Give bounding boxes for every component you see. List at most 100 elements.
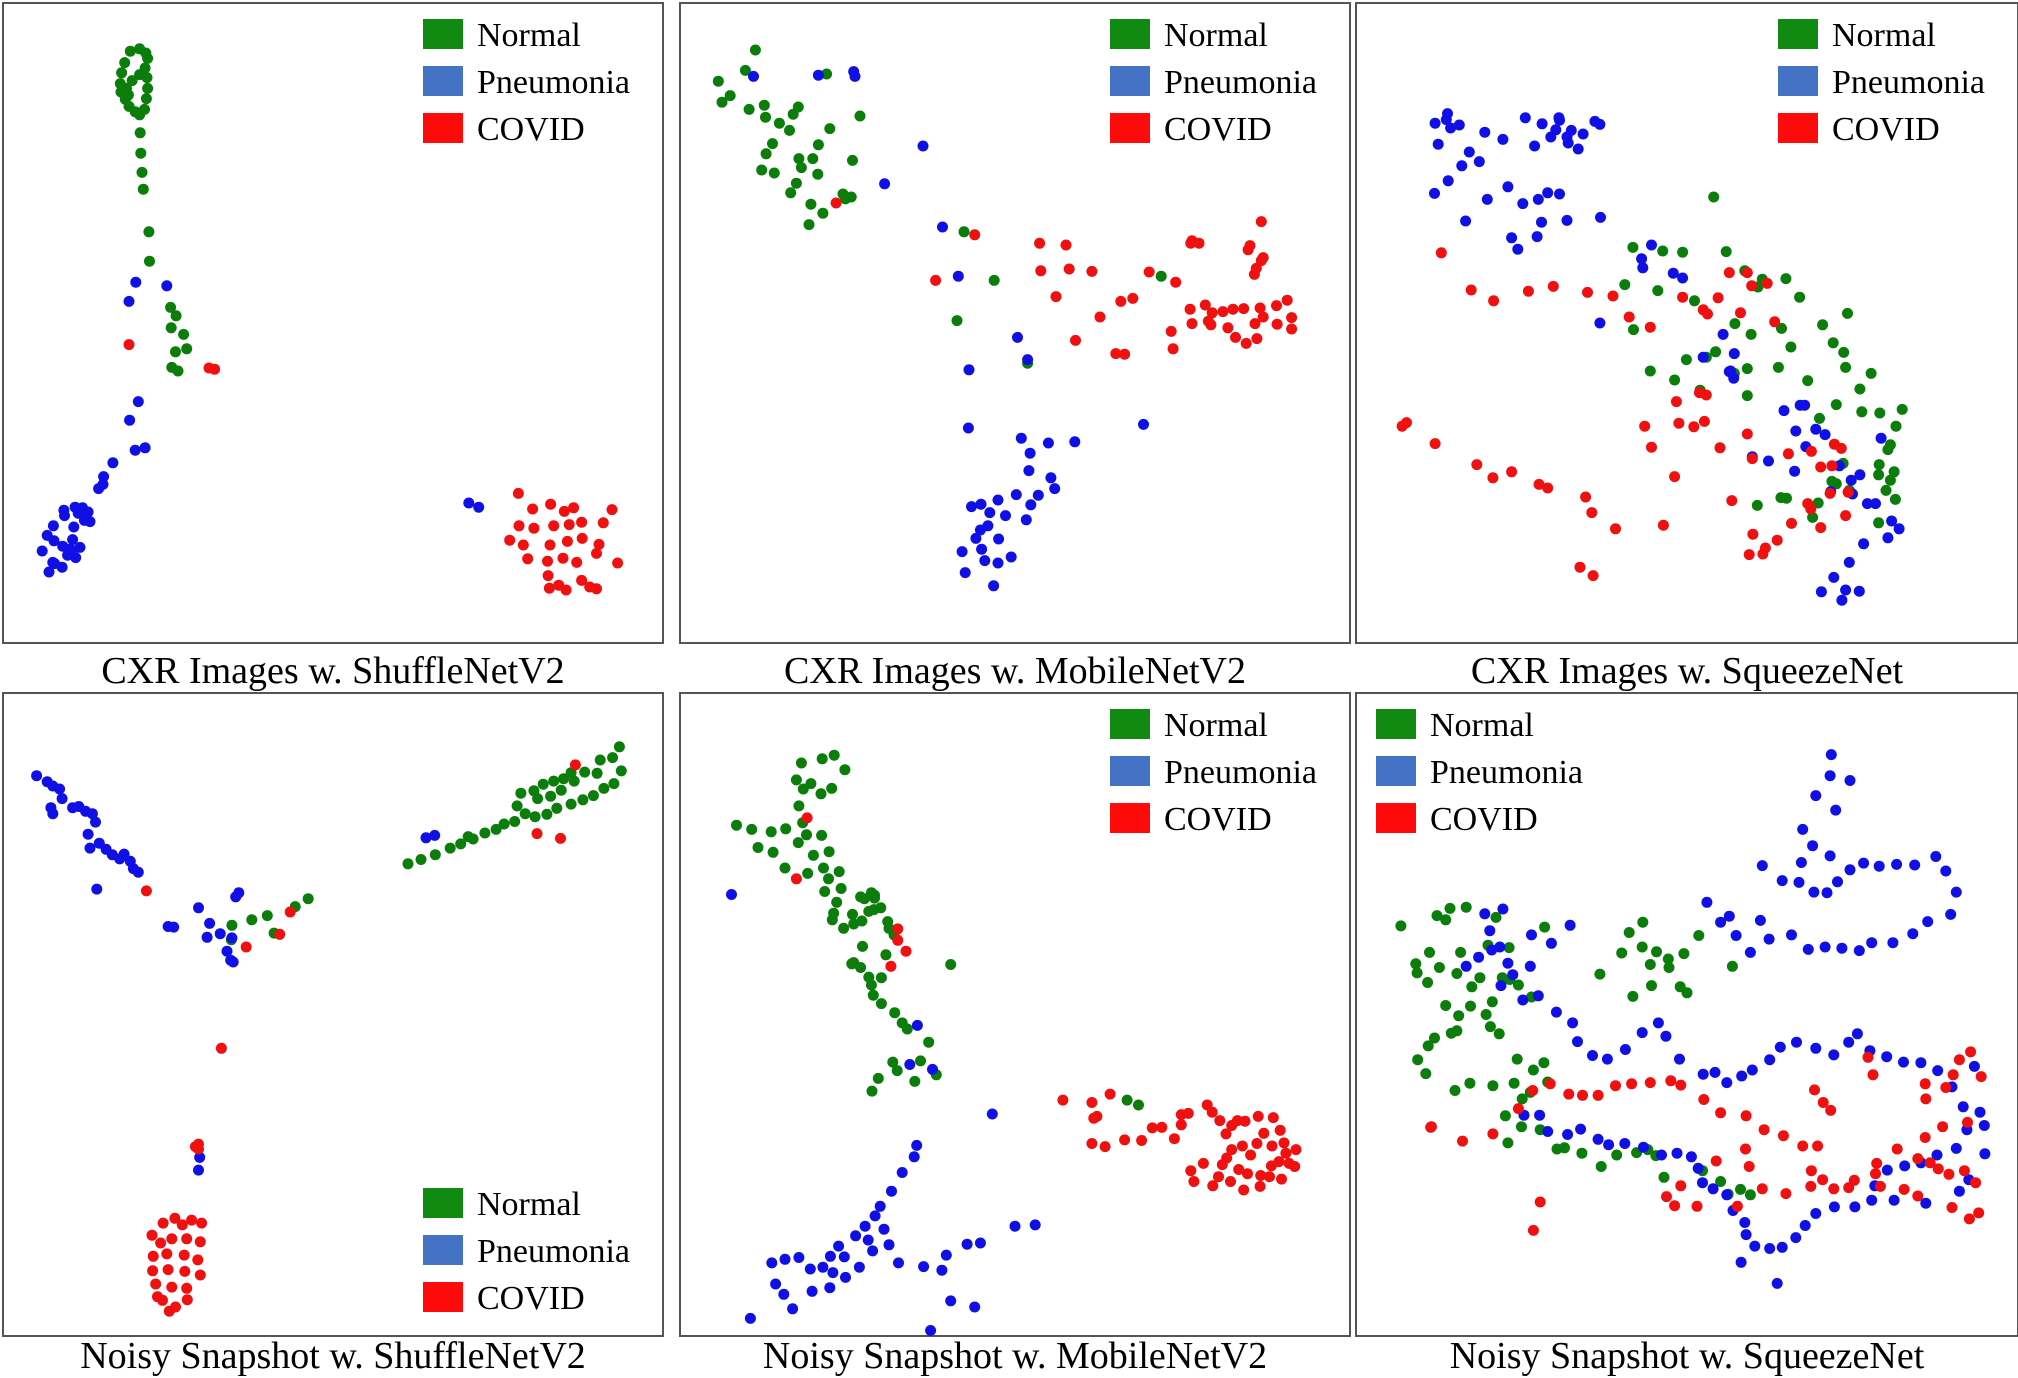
point-covid-53 [1457,1135,1468,1147]
point-normal-23 [1644,365,1656,377]
point-normal-24 [137,183,149,195]
point-normal-12 [821,68,833,80]
point-pneumonia-57 [1587,1050,1598,1061]
point-pneumonia-77 [1677,272,1689,284]
point-covid-35 [1747,528,1759,540]
point-pneumonia-23 [992,494,1004,506]
point-pneumonia-108 [1656,1149,1667,1161]
series-covid [1425,1046,1987,1236]
point-pneumonia-37 [959,567,971,579]
point-normal-21 [1710,346,1722,358]
point-normal-13 [1474,972,1486,984]
point-covid-40 [1257,252,1269,264]
point-covid-34 [1251,1138,1263,1149]
point-covid-26 [1970,1177,1982,1189]
point-pneumonia-21 [132,866,144,878]
point-pneumonia-49 [1524,960,1536,972]
legend-label-normal: Normal [1164,707,1268,744]
point-pneumonia-27 [1000,510,1011,522]
point-normal-26 [1449,1085,1461,1096]
point-covid-35 [1186,318,1198,330]
legend-label-pneumonia: Pneumonia [1164,754,1317,791]
point-normal-42 [1616,947,1628,959]
point-covid-5 [1743,1161,1755,1172]
point-covid-40 [1233,1164,1245,1175]
point-normal-57 [1807,511,1819,523]
point-normal-35 [1854,383,1866,395]
point-pneumonia-19 [1909,859,1921,871]
point-covid-10 [1723,267,1735,279]
point-pneumonia-53 [1532,990,1544,1002]
legend: Normal Pneumonia COVID [1110,707,1317,838]
point-pneumonia-96 [1776,1241,1788,1253]
point-normal-25 [805,198,817,210]
point-pneumonia-49 [1778,405,1790,417]
point-pneumonia-12 [1015,432,1027,444]
point-normal-28 [831,896,843,908]
legend-label-covid: COVID [477,1280,585,1317]
point-covid-9 [1677,291,1689,303]
point-covid-10 [1127,292,1139,304]
point-pneumonia-63 [1674,1053,1685,1065]
point-covid-23 [1214,1115,1226,1127]
point-pneumonia-4 [986,1108,998,1120]
point-normal-20 [807,849,819,861]
point-pneumonia-107 [1671,1147,1683,1159]
series-pneumonia [1429,108,1905,606]
point-pneumonia-32 [979,555,991,567]
point-normal-72 [1715,1176,1727,1187]
point-pneumonia-32 [1786,929,1797,941]
point-covid-2 [209,363,221,375]
point-pneumonia-15 [1532,193,1544,205]
point-normal-29 [1508,1077,1520,1089]
legend-swatch-normal [1376,709,1416,739]
point-pneumonia-44 [1594,317,1606,329]
point-pneumonia-32 [49,558,61,570]
point-covid-29 [1267,1112,1279,1124]
point-pneumonia-110 [1619,1138,1631,1149]
point-pneumonia-92 [1828,1201,1840,1213]
point-covid-31 [181,1294,193,1306]
point-normal-7 [558,773,570,785]
point-covid-33 [1870,1168,1881,1180]
point-normal-53 [1627,990,1639,1002]
point-pneumonia-26 [233,887,245,899]
legend-label-covid: COVID [1430,801,1538,838]
point-normal-11 [1780,273,1792,285]
point-covid-34 [1726,495,1738,507]
legend: Normal Pneumonia COVID [1376,707,1583,838]
point-pneumonia-37 [221,945,233,957]
point-normal-24 [785,187,797,199]
point-pneumonia-37 [840,1271,851,1283]
point-covid-50 [1688,421,1700,433]
point-covid-46 [1592,1089,1604,1101]
point-normal-6 [758,99,770,111]
point-covid-69 [1919,1132,1931,1143]
point-pneumonia-19 [1049,483,1061,495]
point-covid-33 [1258,1127,1270,1139]
point-normal-45 [1636,941,1648,953]
series-pneumonia [31,770,441,1176]
point-pneumonia-70 [1828,571,1840,583]
point-pneumonia-56 [1572,1036,1583,1048]
point-pneumonia-18 [1891,858,1903,870]
point-covid-24 [571,556,583,568]
point-normal-69 [1133,1099,1144,1111]
point-covid-21 [192,1254,204,1266]
point-normal-65 [1595,1161,1607,1172]
legend-label-pneumonia: Pneumonia [477,1233,630,1270]
point-covid-0 [123,339,135,351]
point-normal-65 [887,1056,899,1068]
point-pneumonia-35 [827,1267,839,1279]
point-covid-24 [179,1265,191,1277]
point-normal-28 [1669,374,1681,386]
point-covid-21 [1199,299,1211,311]
scatter-panel-4: Normal Pneumonia COVID Noisy Snapshot w. Sh… [2,692,664,1377]
point-pneumonia-11 [962,422,974,434]
point-pneumonia-0 [748,70,759,82]
point-covid-41 [1786,517,1797,529]
point-normal-35 [1480,1009,1492,1020]
point-pneumonia-69 [1843,556,1855,568]
point-covid-41 [1675,1079,1687,1091]
point-normal-25 [143,226,155,238]
